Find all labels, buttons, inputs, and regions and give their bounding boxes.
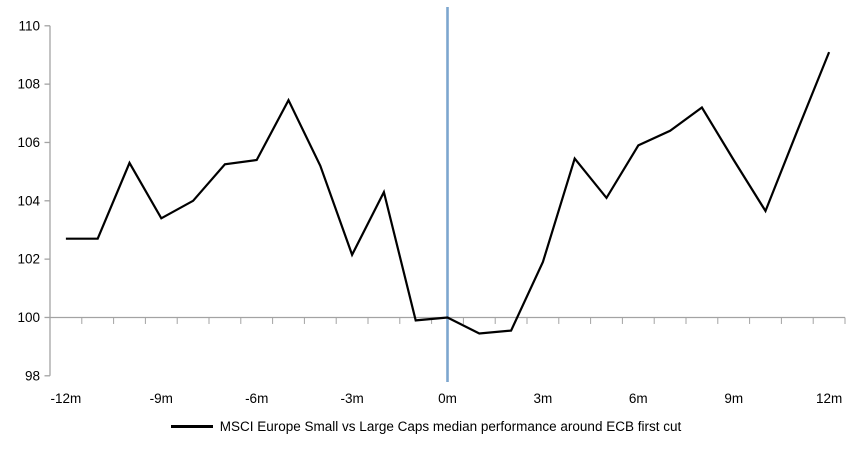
y-axis-tick-label: 100 — [17, 310, 40, 325]
x-axis-tick-label: -9m — [150, 391, 173, 406]
x-axis-tick-label: 0m — [438, 391, 457, 406]
x-axis-tick-label: 9m — [724, 391, 743, 406]
x-axis-tick-label: 12m — [816, 391, 842, 406]
x-axis-tick-label: 6m — [629, 391, 648, 406]
x-axis-tick-label: -6m — [245, 391, 268, 406]
y-axis-tick-label: 102 — [17, 252, 40, 267]
legend-line-swatch — [170, 425, 213, 428]
x-axis-tick-label: -3m — [340, 391, 363, 406]
chart-legend: MSCI Europe Small vs Large Caps median p… — [0, 419, 852, 434]
x-axis-tick-label: -12m — [51, 391, 82, 406]
series-line — [65, 51, 831, 335]
y-axis-tick-label: 104 — [17, 193, 40, 208]
x-axis-tick-label: 3m — [534, 391, 553, 406]
y-axis-tick-label: 108 — [17, 77, 40, 92]
y-axis-tick-label: 98 — [25, 368, 40, 383]
legend-label: MSCI Europe Small vs Large Caps median p… — [219, 419, 682, 434]
y-axis-tick-label: 106 — [17, 135, 40, 150]
line-chart-plot: 110 108 106 104 102 100 98 -12m -9m -6m -3m 0m 3m 6m 9… — [17, 7, 846, 406]
y-axis-tick-label: 110 — [18, 18, 40, 33]
